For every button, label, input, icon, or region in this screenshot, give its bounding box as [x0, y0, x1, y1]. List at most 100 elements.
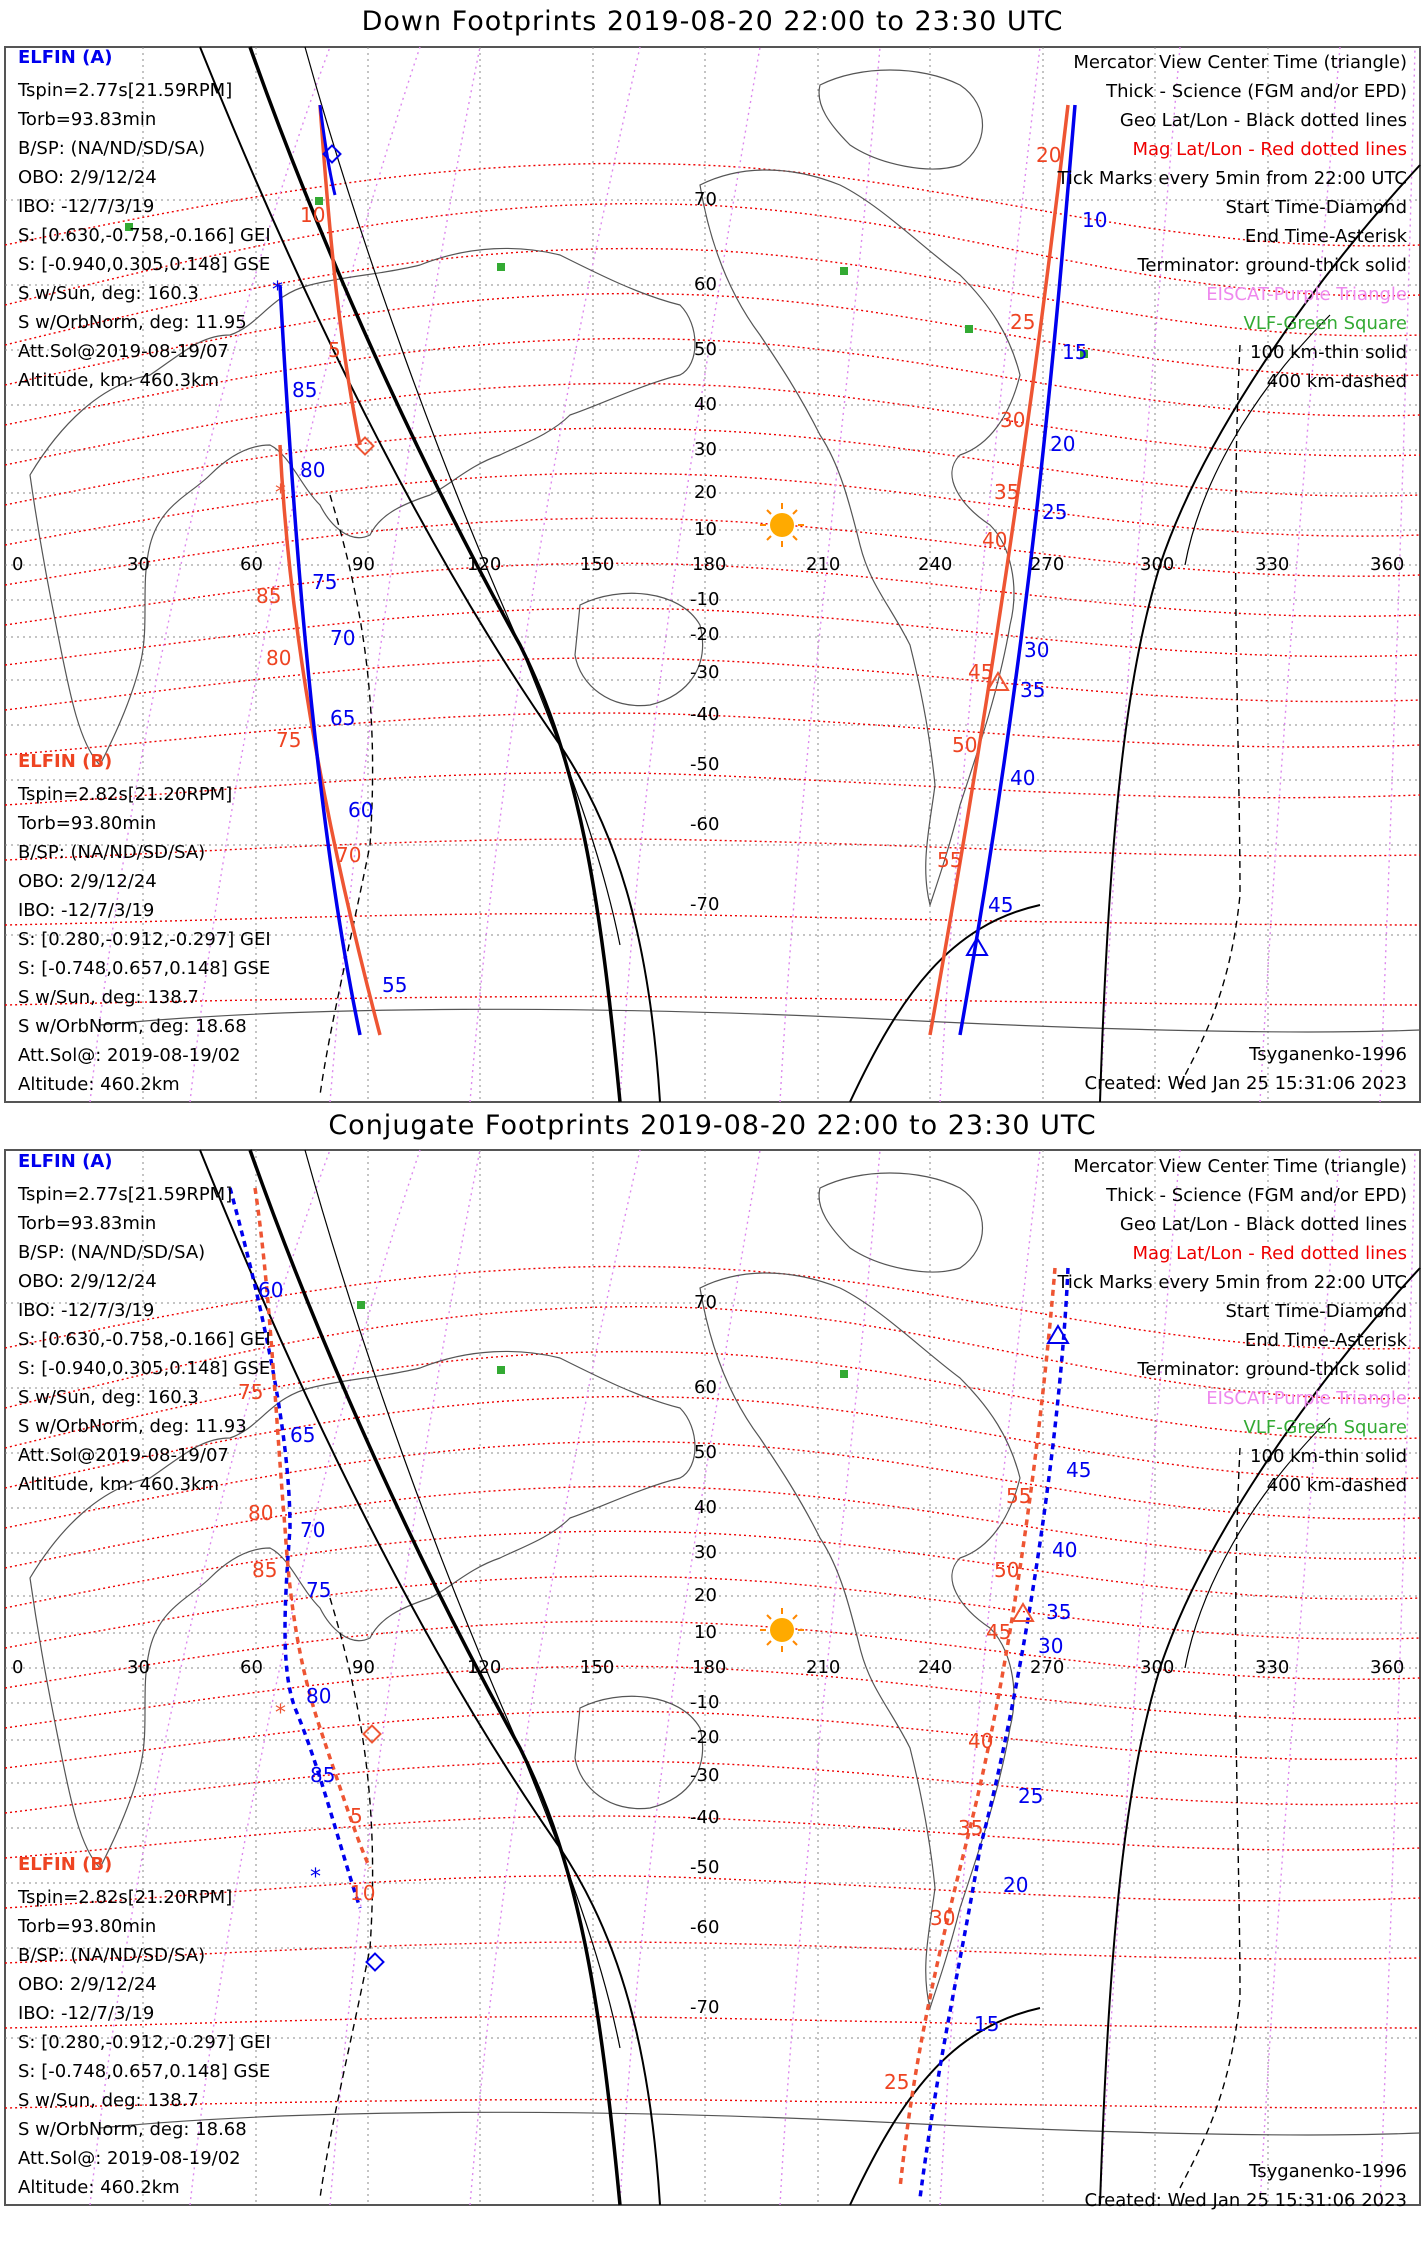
- legend-down: Mercator View Center Time (triangle) Thi…: [1057, 48, 1407, 396]
- center-triangle-a: [965, 936, 989, 956]
- coastlines: [29, 1172, 1421, 2136]
- vlf-square-2: [497, 1366, 505, 1374]
- info-line: Att.Sol@: 2019-08-19/02: [18, 2148, 241, 2169]
- vlf-square-1: [315, 197, 323, 205]
- lon-tick-label: 60: [240, 554, 263, 575]
- elfin-b-tick-label: 70: [336, 843, 362, 867]
- americas: [699, 1272, 1021, 2011]
- elfin-b-tick-label: 10: [350, 1881, 376, 1905]
- elfin-a-tick-label: 45: [1066, 1458, 1092, 1482]
- info-line: Altitude: 460.2km: [18, 1074, 180, 1095]
- lon-tick-label: 150: [580, 1657, 615, 1678]
- map-frame: [4, 46, 1421, 1103]
- elfin-a-tick-label: 40: [1010, 766, 1036, 790]
- legend-item: EISCAT-Purple Triangle: [1206, 1388, 1407, 1409]
- elfin-b-tick-label: 45: [968, 660, 994, 684]
- lat-tick-label: -30: [690, 1765, 720, 1786]
- info-line: S w/Sun, deg: 160.3: [18, 283, 199, 304]
- legend-item: Start Time-Diamond: [1225, 197, 1407, 218]
- lon-tick-label: 300: [1140, 554, 1175, 575]
- info-line: S: [-0.748,0.657,0.148] GSE: [18, 2061, 271, 2082]
- info-line: S: [-0.940,0.305,0.148] GSE: [18, 1358, 271, 1379]
- vlf-square-5: [1080, 350, 1088, 358]
- elfin-b-tick-label: 55: [937, 848, 963, 872]
- lon-tick-label: 90: [352, 554, 375, 575]
- vlf-square-4: [965, 325, 973, 333]
- info-line: Altitude: 460.2km: [18, 2177, 180, 2198]
- elfin-a-tick-label: 35: [1046, 1600, 1072, 1624]
- legend-item: Mag Lat/Lon - Red dotted lines: [1132, 139, 1407, 160]
- lat-tick-label: 10: [694, 1622, 717, 1643]
- elfin-a-tick-label: 40: [1052, 1538, 1078, 1562]
- antarctica: [99, 1008, 1421, 1033]
- lat-tick-label: -70: [690, 894, 720, 915]
- elfin-a-tick-label: 70: [300, 1518, 326, 1542]
- elfin-b-tick-label: 35: [994, 480, 1020, 504]
- lat-tick-label: -40: [690, 704, 720, 725]
- info-line: IBO: -12/7/3/19: [18, 196, 155, 217]
- center-triangle-a: [1046, 1324, 1070, 1344]
- model-label-conjugate: Tsyganenko-1996: [1249, 2161, 1407, 2182]
- lon-tick-label: 300: [1140, 1657, 1175, 1678]
- conjugate-tracks: [228, 1187, 1070, 2199]
- lon-tick-label: 30: [127, 1657, 150, 1678]
- elfin-a-tick-label: 75: [312, 570, 338, 594]
- sun-icon: [760, 503, 804, 547]
- lon-tick-label: 0: [12, 554, 24, 575]
- track-markers: * *: [272, 144, 1010, 956]
- elfin-b-tick-label: 20: [1036, 143, 1062, 167]
- elfin-b-tick-label: 40: [982, 528, 1008, 552]
- lat-tick-label: 60: [694, 274, 717, 295]
- legend-item: EISCAT-Purple Triangle: [1206, 284, 1407, 305]
- elfin-a-tick-label: 20: [1003, 1873, 1029, 1897]
- lon-tick-label: 90: [352, 1657, 375, 1678]
- eurasia-africa: [29, 1350, 696, 1870]
- legend-item: 100 km-thin solid: [1250, 1446, 1407, 1467]
- lat-tick-label: 20: [694, 1585, 717, 1606]
- mag-lat-grid: [4, 162, 1421, 1006]
- info-line: B/SP: (NA/ND/SD/SA): [18, 1945, 206, 1966]
- lat-tick-label: -20: [690, 1727, 720, 1748]
- info-line: S w/OrbNorm, deg: 11.95: [18, 312, 247, 333]
- elfin-b-tick-label: 45: [986, 1620, 1012, 1644]
- info-line: S: [0.630,-0.758,-0.166] GEI: [18, 225, 271, 246]
- info-line: B/SP: (NA/ND/SD/SA): [18, 138, 206, 159]
- elfin-b-tick-label: 50: [952, 733, 978, 757]
- end-asterisk-b: *: [275, 481, 286, 506]
- vlf-squares: [357, 1301, 848, 1378]
- info-line: Torb=93.83min: [18, 1213, 157, 1234]
- lat-tick-label: -40: [690, 1807, 720, 1828]
- legend-item: Tick Marks every 5min from 22:00 UTC: [1057, 1272, 1407, 1293]
- elfin-b-tick-label: 25: [1010, 310, 1036, 334]
- lon-tick-label: 180: [692, 554, 727, 575]
- info-line: S w/Sun, deg: 138.7: [18, 2090, 199, 2111]
- end-asterisk-b: *: [275, 1701, 286, 1726]
- conjugate-footprints-map: * *: [4, 1149, 1421, 2206]
- lon-tick-label: 330: [1255, 554, 1290, 575]
- lat-tick-label: 30: [694, 439, 717, 460]
- geo-lat-grid: [5, 199, 1420, 936]
- created-label-conjugate: Created: Wed Jan 25 15:31:06 2023: [1084, 2190, 1407, 2211]
- lon-tick-label: 180: [692, 1657, 727, 1678]
- lon-tick-label: 330: [1255, 1657, 1290, 1678]
- vlf-squares: [125, 197, 1088, 358]
- elfin-a-track-right: [958, 104, 1077, 1036]
- elfin-b-tick-label: 75: [276, 728, 302, 752]
- down-footprints-map: * *: [4, 46, 1421, 1103]
- lat-tick-label: -70: [690, 1997, 720, 2018]
- info-line: B/SP: (NA/ND/SD/SA): [18, 1242, 206, 1263]
- lat-tick-label: 20: [694, 482, 717, 503]
- vlf-square-3: [840, 1370, 848, 1378]
- info-line: OBO: 2/9/12/24: [18, 1974, 157, 1995]
- info-line: S w/Sun, deg: 160.3: [18, 1387, 199, 1408]
- info-line: S w/OrbNorm, deg: 18.68: [18, 2119, 247, 2140]
- australia: [574, 592, 704, 707]
- start-diamond-a: [322, 144, 342, 164]
- info-line: B/SP: (NA/ND/SD/SA): [18, 842, 206, 863]
- legend-item: Mercator View Center Time (triangle): [1073, 52, 1407, 73]
- info-line: S: [-0.748,0.657,0.148] GSE: [18, 958, 271, 979]
- info-line: Att.Sol@2019-08-19/07: [18, 341, 229, 362]
- lat-tick-label: 30: [694, 1542, 717, 1563]
- mag-lat-grid: [4, 1265, 1421, 2109]
- antarctica: [99, 2111, 1421, 2136]
